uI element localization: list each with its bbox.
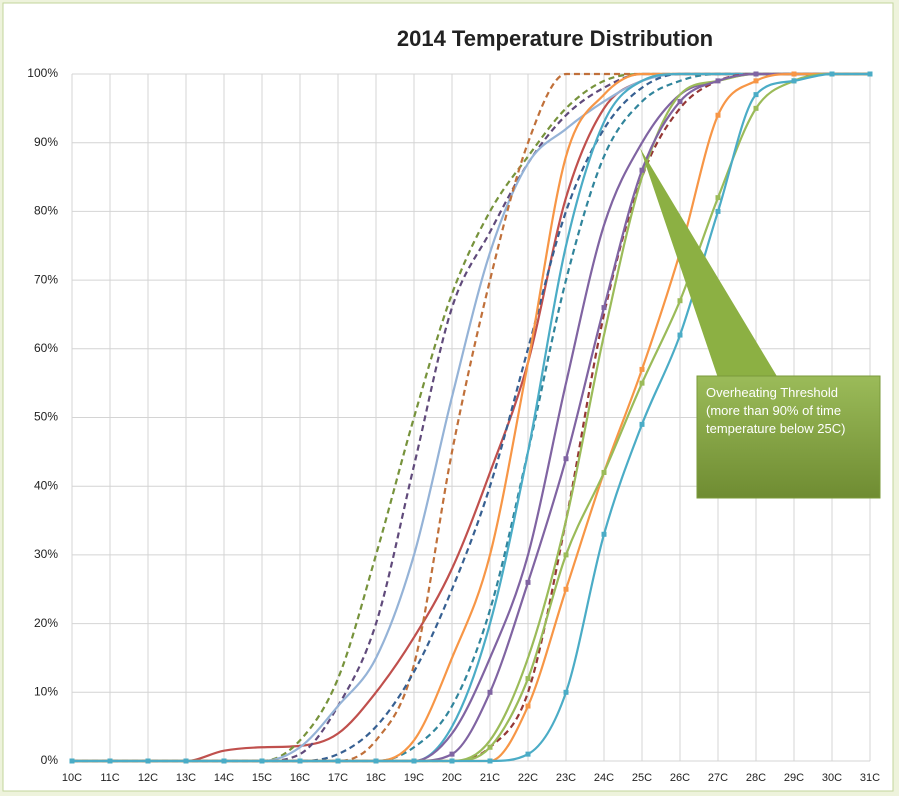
x-tick-label: 22C xyxy=(518,772,538,784)
y-tick-label: 50% xyxy=(34,410,58,424)
x-tick-label: 23C xyxy=(556,772,576,784)
x-tick-label: 27C xyxy=(708,772,728,784)
series-marker xyxy=(715,208,721,214)
series-marker xyxy=(563,689,569,695)
x-tick-label: 15C xyxy=(252,772,272,784)
series-marker xyxy=(487,758,493,764)
x-tick-label: 26C xyxy=(670,772,690,784)
series-marker xyxy=(715,78,721,84)
x-tick-label: 25C xyxy=(632,772,652,784)
series-marker xyxy=(791,71,797,77)
series-marker xyxy=(411,758,417,764)
series-marker xyxy=(449,751,455,757)
series-marker xyxy=(335,758,341,764)
series-marker xyxy=(753,71,759,77)
series-marker xyxy=(829,71,835,77)
y-tick-label: 0% xyxy=(41,753,59,767)
series-marker xyxy=(639,421,645,427)
annotation: Overheating Threshold (more than 90% of … xyxy=(706,385,846,436)
series-marker xyxy=(677,332,683,338)
x-tick-label: 17C xyxy=(328,772,348,784)
series-marker xyxy=(525,703,531,709)
series-marker xyxy=(373,758,379,764)
series-marker xyxy=(639,380,645,386)
x-tick-label: 20C xyxy=(442,772,462,784)
series-marker xyxy=(487,689,493,695)
y-tick-label: 100% xyxy=(27,66,58,80)
x-tick-label: 31C xyxy=(860,772,880,784)
series-marker xyxy=(867,71,873,77)
series-marker xyxy=(145,758,151,764)
x-tick-label: 14C xyxy=(214,772,234,784)
series-marker xyxy=(449,758,455,764)
x-tick-label: 19C xyxy=(404,772,424,784)
callout-pointer xyxy=(640,148,778,378)
series-marker xyxy=(601,305,607,311)
series-marker xyxy=(563,552,569,558)
series-marker xyxy=(525,751,531,757)
series-marker xyxy=(715,195,721,201)
y-tick-label: 70% xyxy=(34,272,58,286)
series-marker xyxy=(563,586,569,592)
series-marker xyxy=(677,98,683,104)
y-tick-label: 20% xyxy=(34,616,58,630)
x-tick-label: 11C xyxy=(100,772,119,784)
series-line xyxy=(72,72,870,763)
x-tick-label: 21C xyxy=(480,772,500,784)
x-tick-label: 12C xyxy=(138,772,158,784)
y-tick-label: 30% xyxy=(34,547,58,561)
x-tick-label: 16C xyxy=(290,772,310,784)
x-tick-label: 29C xyxy=(784,772,804,784)
series-marker xyxy=(601,531,607,537)
series-marker xyxy=(639,366,645,372)
series-marker xyxy=(69,758,75,764)
series-marker xyxy=(601,469,607,475)
x-tick-label: 24C xyxy=(594,772,614,784)
y-tick-label: 90% xyxy=(34,135,58,149)
series-marker xyxy=(639,167,645,173)
y-tick-label: 80% xyxy=(34,204,58,218)
series-marker xyxy=(753,78,759,84)
series-marker xyxy=(525,676,531,682)
y-tick-label: 10% xyxy=(34,684,58,698)
series-marker xyxy=(487,744,493,750)
x-tick-label: 18C xyxy=(366,772,386,784)
series-marker xyxy=(563,456,569,462)
x-tick-label: 13C xyxy=(176,772,196,784)
series-marker xyxy=(715,112,721,118)
y-tick-label: 60% xyxy=(34,341,58,355)
series-marker xyxy=(107,758,113,764)
x-tick-label: 30C xyxy=(822,772,842,784)
series-line xyxy=(72,72,870,763)
chart-title: 2014 Temperature Distribution xyxy=(397,26,713,51)
series-marker xyxy=(259,758,265,764)
series-marker xyxy=(753,105,759,111)
series-marker xyxy=(791,78,797,84)
callout-box xyxy=(696,375,881,499)
series-marker xyxy=(221,758,227,764)
x-tick-label: 28C xyxy=(746,772,766,784)
x-tick-label: 10C xyxy=(62,772,82,784)
series-marker xyxy=(525,579,531,585)
series-marker xyxy=(677,298,683,304)
series-line xyxy=(72,72,870,763)
y-tick-label: 40% xyxy=(34,478,58,492)
series-marker xyxy=(297,758,303,764)
series-marker xyxy=(753,92,759,98)
series-marker xyxy=(183,758,189,764)
